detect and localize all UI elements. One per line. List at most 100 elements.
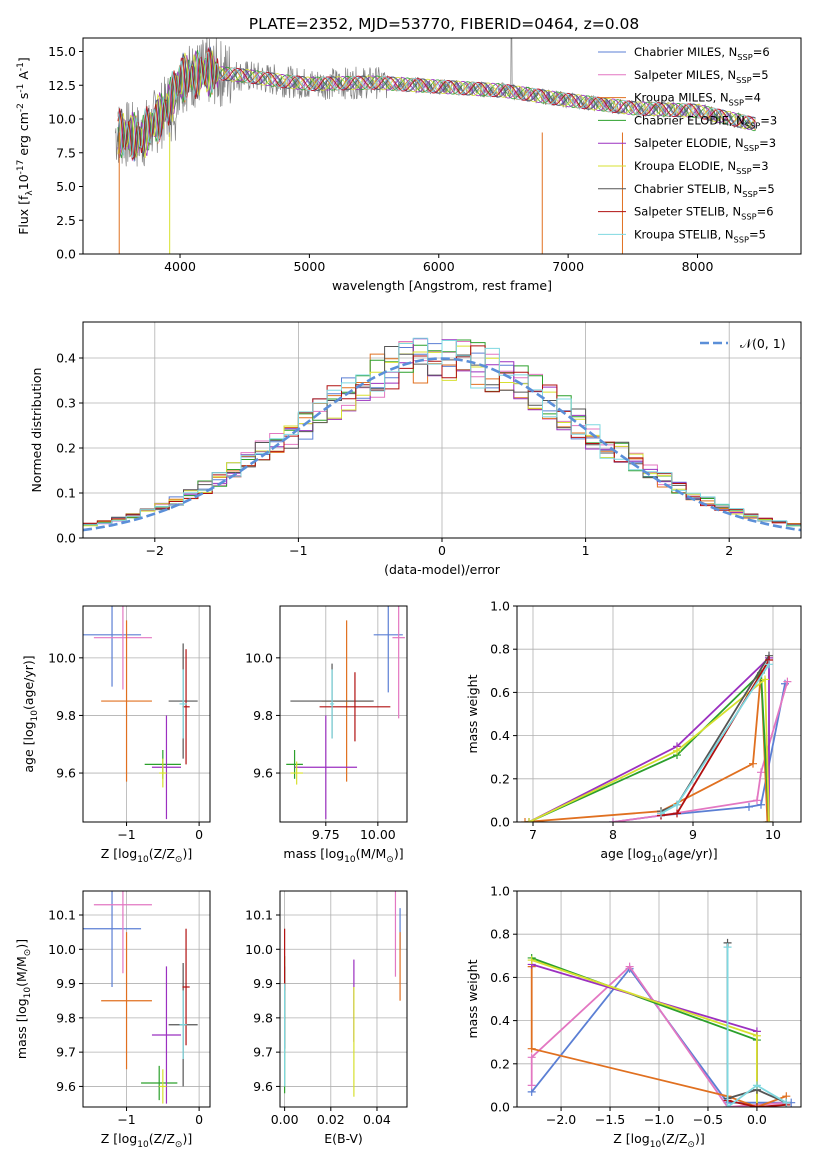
label-part: mass weight <box>465 674 480 753</box>
label-part: )] <box>695 1131 705 1146</box>
x-tick-label: 0 <box>195 827 203 842</box>
x-tick-label: 0 <box>438 543 446 558</box>
chart-panel: −1 09.69.810.0Z [log10(Z/Z⊙)]age [log10(a… <box>21 605 211 865</box>
label-part: Salpeter STELIB, N <box>634 205 741 219</box>
plot-area <box>83 606 198 820</box>
label-part: (Z/Z <box>149 1131 175 1146</box>
x-axis-label: wavelength [Angstrom, rest frame] <box>332 278 552 293</box>
label-part: SSP <box>729 98 744 108</box>
x-tick-label: −1 <box>117 1112 135 1127</box>
x-axis-label: mass [log10(M/M⊙)] <box>283 846 403 865</box>
label-part: 10 <box>30 710 40 722</box>
point-marker <box>757 768 765 777</box>
axes-frame <box>279 605 408 823</box>
x-tick-label: 7000 <box>552 259 584 274</box>
label-part: 10 <box>344 855 356 865</box>
y-tick-label: 10.0 <box>48 650 76 665</box>
x-tick-label: −1 <box>289 543 307 558</box>
mass-weight-line <box>530 967 792 1104</box>
legend-label: Salpeter STELIB, NSSP=6 <box>634 205 774 222</box>
label-part: ⊙ <box>23 949 33 957</box>
point-marker <box>527 1044 536 1053</box>
chart-panel: 0.00 0.02 0.04 9.6 9.7 9.8 9.9 10.0 10.1 E(B-V) <box>245 890 408 1146</box>
point-marker <box>753 796 761 805</box>
x-tick-label: −1.5 <box>595 1112 625 1127</box>
label-part: Kroupa STELIB, N <box>634 227 734 241</box>
point-marker <box>757 800 765 809</box>
x-axis-label: (data-model)/error <box>384 562 501 577</box>
plot-area <box>284 891 401 1097</box>
y-axis-label: mass [log10(M/M⊙)] <box>14 939 33 1059</box>
label-part: SSP <box>736 166 751 176</box>
point-marker <box>763 818 772 822</box>
x-tick-label: 0.02 <box>317 1112 345 1127</box>
y-tick-label: 10.0 <box>245 650 273 665</box>
label-part: =5 <box>752 68 769 82</box>
x-tick-label: −2.0 <box>546 1112 576 1127</box>
label-part: =3 <box>752 159 769 173</box>
y-tick-label: 0.2 <box>56 441 76 456</box>
label-part: SSP <box>741 212 756 222</box>
axes-frame <box>82 605 211 823</box>
label-part: -1 <box>16 62 26 71</box>
legend-label: 𝒩(0, 1) <box>740 336 786 351</box>
model-spectrum-line <box>117 48 756 161</box>
point-marker <box>657 809 665 818</box>
x-tick-label: −2 <box>146 543 164 558</box>
plot-area <box>83 337 801 532</box>
point-marker <box>749 759 757 768</box>
point-marker <box>765 660 773 669</box>
point-marker <box>527 956 536 965</box>
label-part: 10 <box>16 174 31 190</box>
mass-weight-line <box>531 963 758 1107</box>
axes-frame <box>82 890 211 1108</box>
axes-frame <box>279 890 408 1108</box>
label-part: Chabrier ELODIE, N <box>634 113 745 127</box>
figure-title: PLATE=2352, MJD=53770, FIBERID=0464, z=0… <box>249 15 639 33</box>
label-part: (Z/Z <box>661 1131 687 1146</box>
x-axis-label: Z [log10(Z/Z⊙)] <box>613 1131 704 1150</box>
mass-weight-line <box>528 677 770 822</box>
point-marker <box>521 818 529 822</box>
y-tick-label: 9.6 <box>253 766 273 781</box>
label-part: ⊙ <box>175 1140 183 1150</box>
label-part: 10 <box>652 855 664 865</box>
model-spectrum-line <box>117 51 756 159</box>
mass-weight-line <box>528 655 770 822</box>
y-tick-label: 0.4 <box>56 351 76 366</box>
point-marker <box>673 746 681 755</box>
legend-label: Salpeter MILES, NSSP=5 <box>634 68 769 85</box>
label-part: λ <box>25 190 35 196</box>
y-tick-label: 9.6 <box>56 1079 76 1094</box>
point-marker <box>782 1098 791 1107</box>
axes-frame <box>82 37 802 255</box>
label-part: 10 <box>137 1140 149 1150</box>
y-tick-label: 0.0 <box>490 815 510 830</box>
y-tick-label: 10.0 <box>48 112 76 127</box>
mass-weight-line <box>531 957 758 1107</box>
histogram-step-line <box>83 345 801 525</box>
label-part: 10 <box>650 1140 662 1150</box>
chart-panel: 9.75 10.00 9.6 9.8 10.0 mass [log10(M/M⊙)] <box>245 605 408 865</box>
point-marker <box>625 962 634 971</box>
y-tick-label: 0.0 <box>490 1100 510 1115</box>
label-part: )] <box>394 846 404 861</box>
y-tick-label: 0.4 <box>490 1013 510 1028</box>
x-tick-label: 5000 <box>293 259 325 274</box>
label-part: mass weight <box>465 959 480 1038</box>
mass-weight-line <box>528 670 770 822</box>
plot-area <box>83 891 198 1104</box>
mass-weight-line <box>612 683 786 822</box>
model-spectrum-line <box>117 51 756 157</box>
y-tick-label: 9.8 <box>253 708 273 723</box>
label-part: mass [log <box>14 998 29 1059</box>
y-tick-label: 0.2 <box>490 771 510 786</box>
plot-area <box>114 38 756 254</box>
point-marker <box>609 818 617 822</box>
y-axis-label: mass weight <box>465 959 480 1038</box>
label-part: =4 <box>744 91 761 105</box>
point-marker <box>761 675 769 684</box>
y-axis-label: Flux [fλ10-17 erg cm-2 s-1 A-1] <box>16 57 35 235</box>
y-tick-label: 0.2 <box>490 1056 510 1071</box>
